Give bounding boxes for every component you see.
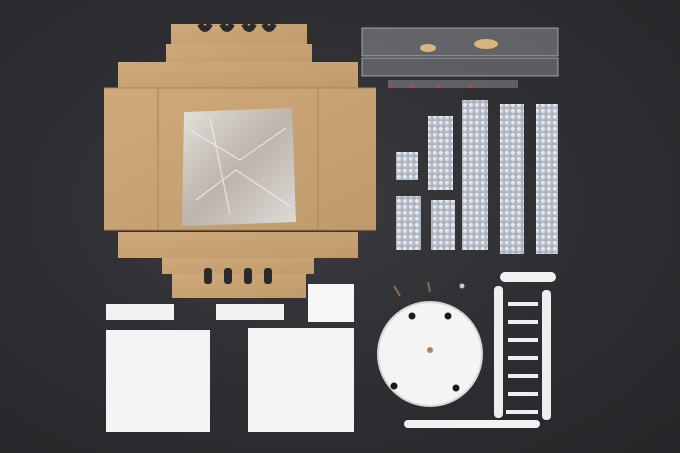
plastic-wrap	[182, 108, 296, 226]
small-screws	[393, 281, 465, 297]
white-foam-panels	[106, 284, 354, 432]
white-ladder-frame	[404, 272, 556, 428]
bagged-hardware	[361, 27, 559, 88]
round-white-base-plate	[377, 301, 483, 407]
bubble-wrap-strips	[396, 100, 558, 254]
